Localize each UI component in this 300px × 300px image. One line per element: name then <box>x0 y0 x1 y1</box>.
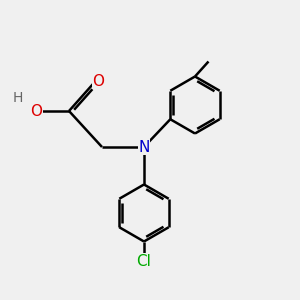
Text: Cl: Cl <box>136 254 152 268</box>
Text: O: O <box>30 103 42 118</box>
Text: H: H <box>12 91 22 104</box>
Text: O: O <box>92 74 104 88</box>
Text: N: N <box>138 140 150 154</box>
